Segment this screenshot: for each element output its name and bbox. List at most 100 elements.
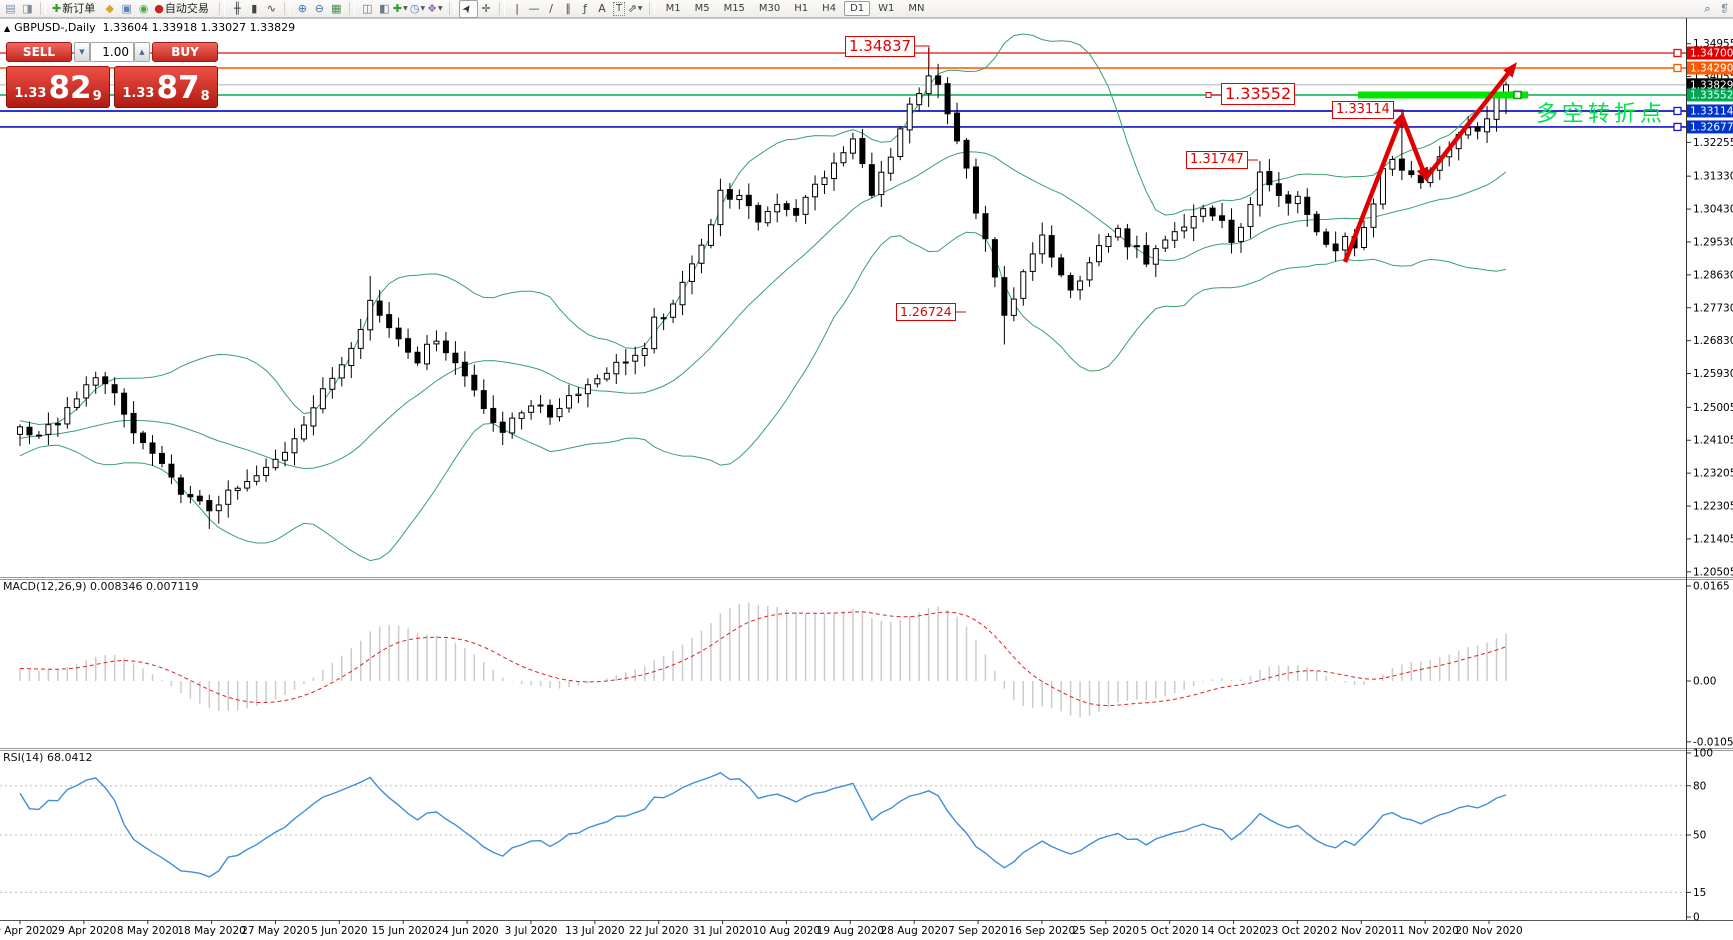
panel-toggle-icon[interactable]: ▲ <box>4 24 11 33</box>
channel-tool-icon[interactable]: ∥ <box>560 1 577 17</box>
timeframe-button-m30[interactable]: M30 <box>758 3 781 14</box>
navigator-icon[interactable]: ◧ <box>376 1 393 17</box>
autotrading-button[interactable]: ● 自动交易 <box>152 1 215 17</box>
timeframe-button-h4[interactable]: H4 <box>822 3 837 14</box>
price-axis-tick: 1.25005 <box>1693 402 1733 414</box>
dropdown-caret-icon[interactable]: ▼ <box>437 4 443 12</box>
profiles-icon[interactable]: ◨ <box>19 1 36 17</box>
price-axis-badge <box>1687 46 1733 60</box>
candle-body <box>963 139 970 169</box>
candle-body <box>1039 234 1046 255</box>
timeframe-button-h1[interactable]: H1 <box>794 3 809 14</box>
zoom-out-icon[interactable]: ⊖ <box>311 1 328 17</box>
line-handle[interactable] <box>1673 122 1682 132</box>
candle-body <box>64 407 71 425</box>
cursor-icon[interactable]: ➤ <box>458 0 478 18</box>
sell-button[interactable]: SELL <box>6 42 72 62</box>
label-tool-icon[interactable]: T <box>611 1 628 17</box>
line-handle[interactable] <box>1673 48 1682 58</box>
indicators-icon[interactable]: ◆ <box>101 1 118 17</box>
candle-body <box>1067 275 1074 291</box>
bid-price-button[interactable]: 1.33 82 9 <box>6 66 110 108</box>
candle-body <box>1124 228 1131 248</box>
timeframe-button-m1[interactable]: M1 <box>665 3 681 14</box>
candle-body <box>1209 207 1216 217</box>
candle-body <box>1020 271 1027 299</box>
zigzag-arrow[interactable] <box>1342 111 1405 263</box>
zigzag-arrow[interactable] <box>1424 62 1518 180</box>
crosshair-icon[interactable]: ✛ <box>478 1 495 17</box>
add-indicator-icon[interactable]: ✚ ▼ <box>393 1 410 17</box>
candle-body <box>319 388 326 410</box>
data-window-icon[interactable]: ◫ <box>359 1 376 17</box>
candle-body <box>575 393 582 397</box>
buy-button[interactable]: BUY <box>152 42 218 62</box>
arrows-tool-icon[interactable]: ⇗ ▼ <box>628 1 645 17</box>
chat-icon[interactable]: ❡ <box>1716 1 1733 17</box>
annotation-label-green-level[interactable]: 1.33552 <box>1221 83 1296 105</box>
date-axis-label: 14 Oct 2020 <box>1201 925 1266 937</box>
tile-windows-icon[interactable]: ▦ <box>328 1 345 17</box>
candlestick-chart-icon[interactable]: ▮ <box>246 1 263 17</box>
volume-decrease-button[interactable]: ▼ <box>74 42 90 62</box>
horizontal-line-tool-icon: — <box>528 1 540 15</box>
line-handle[interactable] <box>1673 106 1682 116</box>
price-axis-tick: 1.29530 <box>1693 236 1733 248</box>
volume-increase-button[interactable]: ▲ <box>134 42 150 62</box>
candle-body <box>641 348 648 356</box>
horizontal-line-tool-icon[interactable]: — <box>526 1 543 17</box>
fibonacci-tool-icon[interactable]: ƒ <box>577 1 594 17</box>
new-chart-icon[interactable]: ▤ <box>2 1 19 17</box>
candle-body <box>130 412 137 434</box>
candle-body <box>1171 231 1178 241</box>
timeframe-button-m15[interactable]: M15 <box>723 3 745 14</box>
bar-chart-icon[interactable]: ╫ <box>229 1 246 17</box>
zigzag-arrow[interactable] <box>1399 115 1429 183</box>
annotation-label-mid[interactable]: 1.31747 <box>1186 151 1248 169</box>
annotation-label-high[interactable]: 1.34837 <box>845 36 916 57</box>
metaeditor-icon[interactable]: ▣ <box>118 1 135 17</box>
timeframe-button-d1[interactable]: D1 <box>844 1 871 16</box>
candle-body <box>972 166 979 214</box>
dropdown-caret-icon[interactable]: ▼ <box>420 4 426 12</box>
annotation-label-pivot[interactable]: 1.33114 <box>1332 101 1394 119</box>
price-axis-badge <box>1687 88 1733 102</box>
new-order-button[interactable]: ✚ 新订单 <box>50 1 101 17</box>
new-order-button: ✚ <box>52 1 62 15</box>
line-handle[interactable] <box>1673 63 1682 73</box>
search-icon[interactable]: ⌕ <box>1699 1 1716 17</box>
price-axis-badge-label: 1.33829 <box>1690 79 1733 91</box>
timeframe-button-m5[interactable]: M5 <box>694 3 710 14</box>
candle-body <box>897 128 904 157</box>
timeframe-button-mn[interactable]: MN <box>908 3 925 14</box>
toolbar-separator <box>448 2 455 15</box>
candle-body <box>1010 298 1017 316</box>
trendline-tool-icon[interactable]: / <box>543 1 560 17</box>
autotrading-button-label[interactable]: 自动交易 <box>164 1 209 15</box>
volume-input[interactable] <box>90 42 134 62</box>
candle-body <box>547 404 554 418</box>
candle-body <box>282 451 289 461</box>
candle-body <box>234 487 241 492</box>
timeframe-button-w1[interactable]: W1 <box>878 3 895 14</box>
periods-icon[interactable]: ◷ ▼ <box>410 1 427 17</box>
ask-price-button[interactable]: 1.33 87 8 <box>114 66 218 108</box>
bollinger-middle-band <box>19 151 1507 470</box>
templates-icon[interactable]: ❖ ▼ <box>427 1 445 17</box>
annotation-cn-note[interactable]: 多空转折点 <box>1536 102 1667 127</box>
signals-icon[interactable]: ◉ <box>135 1 152 17</box>
macd-histogram <box>19 602 1507 717</box>
price-axis-tick: 1.25930 <box>1693 368 1733 380</box>
annotation-label-sep-low[interactable]: 1.26724 <box>896 303 956 321</box>
line-chart-icon[interactable]: ∿ <box>263 1 280 17</box>
dropdown-caret-icon[interactable]: ▼ <box>403 4 408 12</box>
new-order-button-label[interactable]: 新订单 <box>62 1 96 15</box>
price-axis-tick: 1.24105 <box>1693 435 1733 447</box>
profiles-icon: ◨ <box>22 1 33 15</box>
text-tool-icon[interactable]: A <box>594 1 611 17</box>
zoom-in-icon[interactable]: ⊕ <box>294 1 311 17</box>
vertical-line-tool-icon[interactable]: | <box>509 1 526 17</box>
dropdown-caret-icon[interactable]: ▼ <box>637 4 643 12</box>
trendline-handle[interactable] <box>1513 90 1522 100</box>
